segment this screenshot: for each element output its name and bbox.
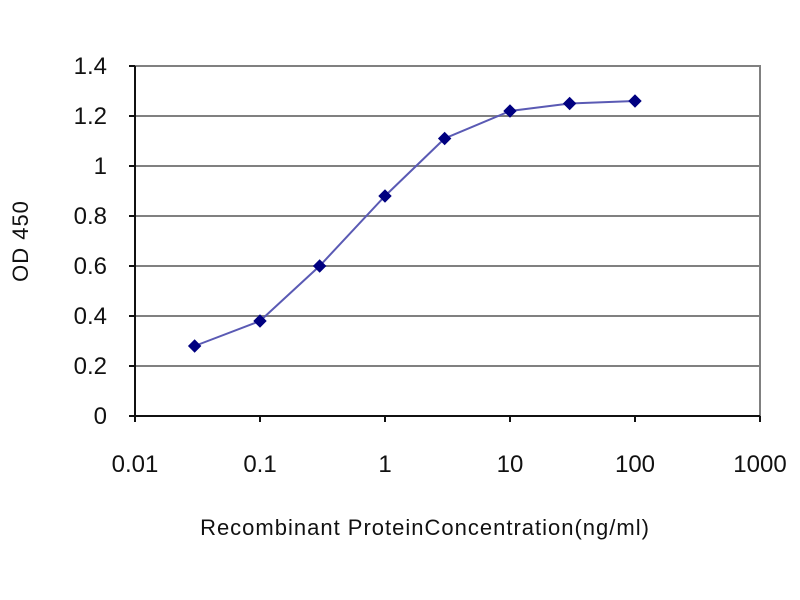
x-tick-label: 10 (497, 451, 524, 478)
x-tick-label: 100 (615, 451, 655, 478)
data-series (187, 94, 642, 353)
y-tick-label: 0.4 (74, 303, 107, 330)
data-point-marker (378, 189, 392, 203)
y-tick-label: 0 (94, 403, 107, 430)
y-tick-label: 0.8 (74, 203, 107, 230)
gridlines (135, 65, 760, 367)
x-tick-label: 0.01 (112, 451, 159, 478)
y-tick-label: 0.2 (74, 353, 107, 380)
data-point-marker (253, 314, 267, 328)
y-tick-label: 0.6 (74, 253, 107, 280)
data-point-marker (187, 339, 202, 353)
series-line (194, 100, 636, 347)
x-tick-label: 0.1 (243, 451, 276, 478)
y-tick-label: 1.2 (74, 103, 107, 130)
data-point-marker (312, 259, 327, 273)
y-tick-label: 1.4 (74, 53, 107, 80)
x-tick-label: 1 (378, 451, 391, 478)
x-axis-title: Recombinant ProteinConcentration(ng/ml) (200, 515, 650, 540)
data-point-marker (503, 104, 517, 118)
axes (129, 65, 761, 422)
plot-area (134, 65, 761, 417)
y-tick-labels: 0 0.2 0.4 0.6 0.8 1 1.2 1.4 (74, 53, 107, 430)
y-axis-title: OD 450 (8, 200, 33, 282)
y-tick-label: 1 (94, 153, 107, 180)
data-point-marker (437, 131, 452, 146)
data-point-marker (628, 94, 642, 108)
x-tick-label: 1000 (733, 451, 786, 478)
data-point-marker (562, 96, 577, 111)
x-tick-labels: 0.01 0.1 1 10 100 1000 (112, 451, 787, 478)
